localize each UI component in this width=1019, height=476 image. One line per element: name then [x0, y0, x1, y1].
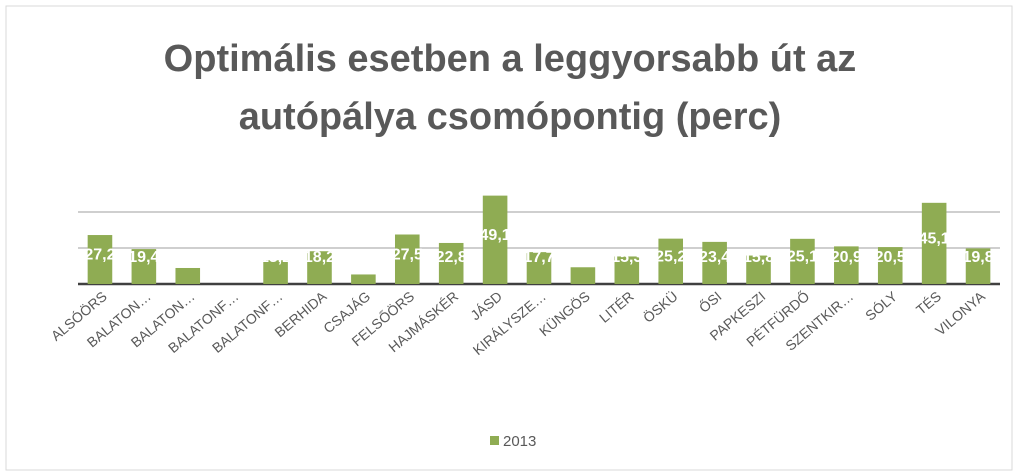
data-label: 45,1	[919, 230, 950, 247]
bar	[438, 242, 464, 284]
data-label: 5,3	[352, 249, 374, 266]
bar	[307, 251, 332, 284]
bar	[526, 252, 552, 284]
bar	[87, 235, 113, 284]
data-label: 19,8	[962, 249, 993, 266]
bar	[658, 238, 684, 284]
data-label: 15,8	[743, 249, 774, 266]
data-label: 49,1	[480, 227, 511, 244]
data-label: 9,3	[572, 249, 594, 266]
bar	[394, 234, 420, 284]
data-label: 20,9	[831, 249, 862, 266]
bar	[790, 238, 815, 284]
bar	[351, 274, 376, 284]
chart-border	[5, 5, 1013, 471]
bar	[131, 249, 157, 284]
bar	[175, 267, 201, 284]
data-label: 25,1	[787, 248, 818, 265]
data-label: 19,4	[128, 249, 159, 266]
data-label: 15,3	[611, 249, 642, 266]
data-label: 23,4	[699, 249, 730, 266]
data-label: 17,7	[523, 249, 554, 266]
bar	[702, 241, 727, 284]
bar	[877, 247, 903, 284]
bar	[965, 248, 991, 284]
data-label: 8,9	[177, 249, 199, 266]
data-label: 18,2	[304, 249, 335, 266]
data-label: 0	[227, 249, 236, 266]
bar	[746, 255, 771, 284]
data-label: 22,8	[436, 249, 467, 266]
bar	[263, 260, 288, 284]
legend-swatch	[490, 436, 499, 445]
bar	[921, 202, 947, 284]
data-label: 25,2	[655, 248, 686, 265]
chart-title: Optimális esetben a leggyorsabb út az au…	[163, 38, 857, 138]
bar	[614, 256, 640, 284]
data-label: 13,2	[260, 249, 291, 266]
data-label: 27,5	[392, 246, 423, 263]
bar	[570, 267, 596, 284]
legend-label: 2013	[503, 433, 536, 450]
bar	[834, 246, 859, 284]
data-label: 20,5	[875, 249, 906, 266]
data-label: 27,2	[84, 247, 115, 264]
bar	[482, 195, 508, 284]
